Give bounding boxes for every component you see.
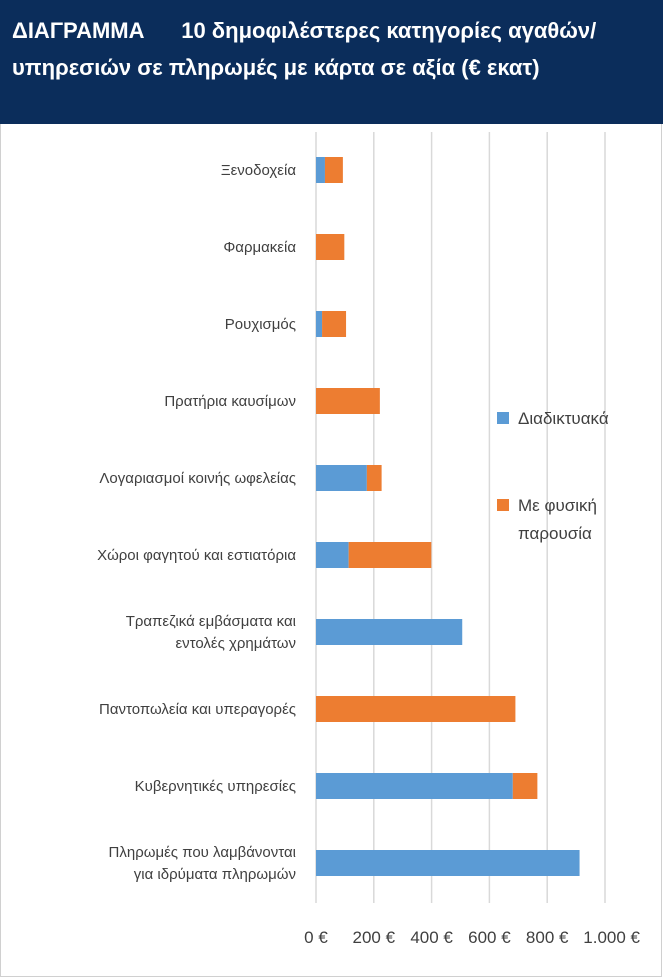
legend-swatch-online bbox=[497, 412, 509, 424]
bar-online bbox=[316, 542, 349, 568]
category-label: Πρατήρια καυσίμων bbox=[164, 393, 296, 410]
x-tick-label: 800 € bbox=[526, 928, 569, 947]
x-tick-label: 1.000 € bbox=[583, 928, 640, 947]
category-label: Παντοπωλεία και υπεραγορές bbox=[99, 701, 296, 718]
category-label: εντολές χρημάτων bbox=[175, 635, 296, 652]
bar-online bbox=[316, 773, 513, 799]
category-label: Κυβερνητικές υπηρεσίες bbox=[135, 778, 296, 795]
bar-in-person bbox=[316, 388, 380, 414]
bar-in-person bbox=[316, 696, 516, 722]
category-label: Πληρωμές που λαμβάνονται bbox=[109, 844, 296, 861]
x-tick-label: 400 € bbox=[410, 928, 453, 947]
title-text: 10 δημοφιλέστερες κατηγορίες αγαθών/υπηρ… bbox=[12, 18, 597, 80]
figure-label: ΔΙΑΓΡΑΜΜΑ bbox=[12, 18, 145, 43]
category-label: Χώροι φαγητού και εστιατόρια bbox=[97, 547, 296, 564]
legend-label-online: Διαδικτυακά bbox=[518, 409, 609, 428]
x-tick-label: 600 € bbox=[468, 928, 511, 947]
bar-online bbox=[316, 157, 325, 183]
bar-in-person bbox=[316, 234, 345, 260]
category-label: Λογαριασμοί κοινής ωφελείας bbox=[99, 470, 296, 487]
legend-swatch-in-person bbox=[497, 499, 509, 511]
x-tick-label: 200 € bbox=[353, 928, 396, 947]
legend-label-in-person: παρουσία bbox=[518, 524, 592, 543]
bar-in-person bbox=[348, 542, 432, 568]
category-label: Τραπεζικά εμβάσματα και bbox=[126, 613, 296, 630]
category-label: Ρουχισμός bbox=[225, 316, 296, 333]
category-label: Ξενοδοχεία bbox=[221, 162, 296, 179]
bar-online bbox=[316, 311, 323, 337]
bar-online bbox=[316, 850, 580, 876]
bar-online bbox=[316, 465, 367, 491]
bar-online bbox=[316, 619, 463, 645]
legend-label-in-person: Με φυσική bbox=[518, 496, 597, 515]
chart-header: ΔΙΑΓΡΑΜΜΑ 10 δημοφιλέστερες κατηγορίες α… bbox=[0, 0, 663, 124]
bar-in-person bbox=[512, 773, 538, 799]
bar-in-person bbox=[366, 465, 382, 491]
chart-title: ΔΙΑΓΡΑΜΜΑ 10 δημοφιλέστερες κατηγορίες α… bbox=[12, 12, 652, 86]
category-label: Φαρμακεία bbox=[223, 239, 296, 256]
category-label: για ιδρύματα πληρωμών bbox=[134, 866, 296, 883]
bar-in-person bbox=[324, 157, 343, 183]
bar-in-person bbox=[322, 311, 347, 337]
x-tick-label: 0 € bbox=[304, 928, 328, 947]
